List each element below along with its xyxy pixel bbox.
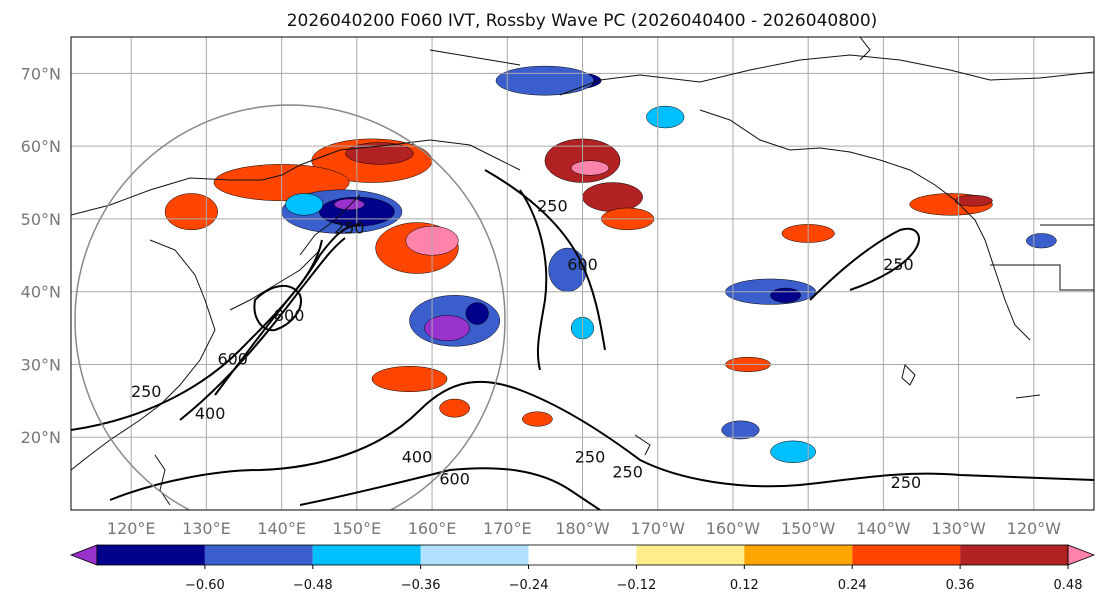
anomaly-blob <box>954 195 993 207</box>
colorbar-tick-label: 0.36 <box>946 578 975 593</box>
anomaly-blob <box>285 193 324 216</box>
anomaly-blob <box>424 315 470 342</box>
anomaly-blob <box>570 160 610 176</box>
colorbar-tick-label: 0.24 <box>838 578 867 593</box>
contour-label: 250 <box>334 218 365 237</box>
lon-tick-label: 170°E <box>483 519 532 538</box>
lon-tick-label: 180°W <box>555 519 610 538</box>
contour-label: 250 <box>131 382 162 401</box>
lon-tick-label: 150°W <box>781 519 836 538</box>
anomaly-blob <box>770 287 801 303</box>
anomaly-blob <box>721 420 760 440</box>
lat-tick-label: 40°N <box>21 283 61 302</box>
lon-tick-label: 160°W <box>706 519 761 538</box>
contour-label: 400 <box>402 448 433 467</box>
anomaly-blob <box>495 65 595 96</box>
colorbar-tick-label: −0.24 <box>509 578 549 593</box>
lon-tick-label: 120°W <box>1007 519 1062 538</box>
colorbar-tick-label: 0.48 <box>1054 578 1083 593</box>
contour-label: 250 <box>891 473 922 492</box>
contour-label: 600 <box>567 255 598 274</box>
colorbar-segment <box>960 545 1068 565</box>
anomaly-blob <box>582 182 643 212</box>
wave-region-circle <box>74 104 506 510</box>
contour-label: 250 <box>575 448 606 467</box>
lat-tick-label: 30°N <box>21 355 61 374</box>
contour-label: 600 <box>439 470 470 489</box>
map-panel: 250 400 600 800 250 400 600 250 250 600 250 250 250 <box>70 36 1095 511</box>
lon-tick-label: 160°E <box>408 519 457 538</box>
colorbar-segment <box>744 545 853 565</box>
figure-title: 2026040200 F060 IVT, Rossby Wave PC (202… <box>287 11 878 31</box>
colorbar-extend-high <box>1067 544 1096 566</box>
contour-label: 600 <box>217 349 248 368</box>
colorbar-tick-label: 0.12 <box>730 578 759 593</box>
latitude-ticks: 70°N 60°N 50°N 40°N 30°N 20°N <box>21 64 61 447</box>
contour-label: 800 <box>274 306 305 325</box>
colorbar-tick-label: −0.12 <box>617 578 657 593</box>
contour-label: 250 <box>883 255 914 274</box>
anomaly-blob <box>770 440 816 463</box>
contour-label: 250 <box>612 462 643 481</box>
lon-tick-label: 120°E <box>107 519 156 538</box>
longitude-ticks: 120°E 130°E 140°E 150°E 160°E 170°E 180°W 170°W… <box>107 519 1061 538</box>
contour-labels: 250 400 600 800 250 400 600 250 250 600 250 250 250 <box>131 197 921 493</box>
anomaly-blob <box>465 302 489 325</box>
lat-tick-label: 60°N <box>21 137 61 156</box>
graticule <box>71 37 1094 510</box>
colorbar-segment <box>204 545 313 565</box>
colorbar-extend-low <box>69 544 98 566</box>
lon-tick-label: 150°E <box>333 519 382 538</box>
colorbar-segment <box>852 545 961 565</box>
lon-tick-label: 130°W <box>931 519 986 538</box>
colorbar-segment <box>312 545 421 565</box>
lat-tick-label: 70°N <box>21 64 61 83</box>
anomaly-blob <box>522 411 553 427</box>
anomaly-blob <box>646 105 685 129</box>
coastlines <box>71 37 1094 506</box>
anomaly-blob <box>1026 233 1057 249</box>
colorbar-segment <box>528 545 637 565</box>
colorbar-tick-label: −0.60 <box>185 578 225 593</box>
lon-tick-label: 140°W <box>856 519 911 538</box>
anomaly-blob <box>164 193 218 231</box>
colorbar: −0.60 −0.48 −0.36 −0.24 −0.12 0.12 0.24 0.36 0.4… <box>69 544 1096 593</box>
anomaly-blob <box>334 198 365 211</box>
lon-tick-label: 130°E <box>182 519 231 538</box>
anomaly-blob <box>371 366 448 392</box>
lat-tick-label: 20°N <box>21 428 61 447</box>
ivt-contours <box>71 169 1094 510</box>
colorbar-segment <box>636 545 745 565</box>
lon-tick-label: 170°W <box>631 519 686 538</box>
anomaly-blob <box>439 398 470 418</box>
colorbar-tick-label: −0.48 <box>293 578 333 593</box>
lon-tick-label: 140°E <box>257 519 306 538</box>
colorbar-tick-label: −0.36 <box>401 578 441 593</box>
lat-tick-label: 50°N <box>21 210 61 229</box>
contour-label: 250 <box>537 197 568 216</box>
colorbar-segment <box>97 545 205 565</box>
contour-label: 400 <box>195 404 226 423</box>
colorbar-segment <box>420 545 529 565</box>
